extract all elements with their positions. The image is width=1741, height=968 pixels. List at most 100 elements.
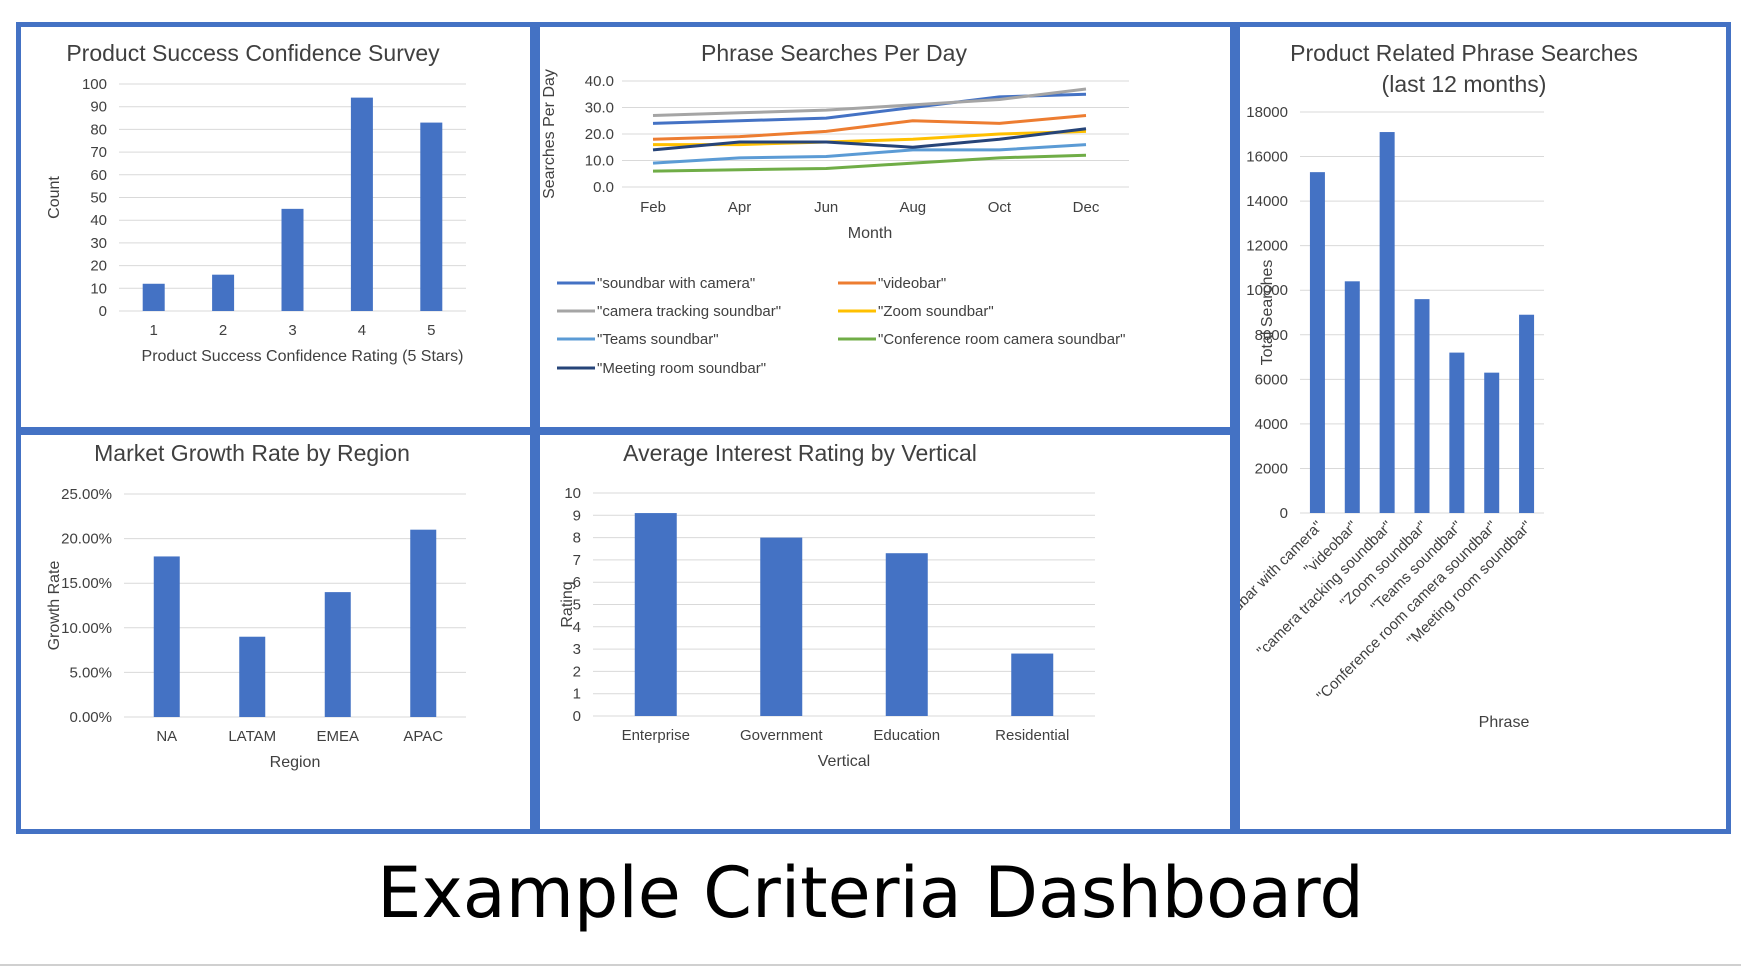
y-tick-label: 4 [573,619,581,636]
bar [350,97,373,312]
y-tick-label: 40.0 [585,73,614,90]
survey-chart: Product Success Confidence Survey 0 10 20 30… [46,40,466,365]
x-tick-label: Residential [995,727,1069,744]
series-line [652,127,1087,152]
chart-title: Product Related Phrase Searches [1290,40,1638,66]
y-axis-label: Rating [559,581,576,627]
y-tick-label: 5.00% [69,664,112,681]
legend-label: "soundbar with camera" [597,275,755,292]
bar [1519,314,1535,513]
bar [1414,299,1430,513]
y-tick-label: 20.0 [585,126,614,143]
y-tick-label: 0 [99,303,107,320]
y-tick-label: 14000 [1246,193,1288,210]
dashboard-title: Example Criteria Dashboard [377,852,1364,934]
legend-label: "Meeting room soundbar" [597,360,766,377]
bar [142,283,165,311]
y-tick-label: 80 [90,121,107,138]
legend-label: "Teams soundbar" [597,331,719,348]
y-tick-label: 8 [573,530,581,547]
bar [410,529,437,717]
survey-chart-panel: Product Success Confidence Survey 0 10 20 30… [16,22,535,432]
x-axis-label: Month [848,225,892,242]
series-line [652,113,1087,141]
bar [1011,653,1054,716]
y-tick-label: 100 [82,76,107,93]
market-growth-chart-panel: Market Growth Rate by Region 0.00% 5.00% 10… [16,430,535,834]
x-tick-label: Feb [640,199,666,216]
y-tick-label: 7 [573,552,581,569]
y-tick-label: 0.00% [69,709,112,726]
x-tick-label: Oct [988,199,1012,216]
chart-title: Market Growth Rate by Region [94,440,410,466]
y-tick-label: 0 [573,708,581,725]
x-tick-label: APAC [403,728,443,745]
legend-label: "Conference room camera soundbar" [878,331,1125,348]
series-line [652,87,1087,117]
y-tick-label: 9 [573,507,581,524]
y-tick-label: 90 [90,99,107,116]
y-tick-label: 30.0 [585,100,614,117]
bar [885,553,928,716]
y-tick-label: 8000 [1255,327,1288,344]
y-tick-label: 10000 [1246,282,1288,299]
y-axis-label: Count [46,176,63,219]
x-tick-label: Government [740,727,823,744]
y-tick-label: 25.00% [61,486,112,503]
x-tick-label: Enterprise [622,727,690,744]
legend-label: "videobar" [878,275,946,292]
bar [1449,352,1465,513]
series-line [652,153,1087,173]
x-tick-label: Jun [814,199,838,216]
y-tick-label: 2000 [1255,460,1288,477]
phrase-totals-chart: Product Related Phrase Searches (last 12 … [1240,40,1638,731]
y-tick-label: 10.0 [585,153,614,170]
bar [1379,132,1395,514]
bar [634,513,677,716]
market-growth-chart: Market Growth Rate by Region 0.00% 5.00% 10… [46,440,466,771]
y-tick-label: 16000 [1246,149,1288,166]
y-tick-label: 6000 [1255,371,1288,388]
legend-label: "camera tracking soundbar" [597,303,781,320]
y-tick-label: 1 [573,686,581,703]
bar [1344,281,1360,513]
y-tick-label: 40 [90,212,107,229]
y-tick-label: 10.00% [61,620,112,637]
bar [281,208,304,311]
y-tick-label: 30 [90,235,107,252]
x-tick-label: NA [156,728,177,745]
bar [153,556,180,717]
y-tick-label: 6 [573,574,581,591]
chart-content-group: Phrase Searches Per Day 0.0 10.0 20.0 30.0 40… [541,40,1129,377]
y-tick-label: 5 [573,597,581,614]
y-tick-label: 0.0 [593,179,614,196]
y-tick-label: 4000 [1255,416,1288,433]
x-tick-label: Education [873,727,940,744]
y-tick-label: 2 [573,663,581,680]
y-tick-label: 18000 [1246,104,1288,121]
chart-subtitle: (last 12 months) [1382,71,1547,97]
y-tick-label: 20 [90,258,107,275]
y-tick-label: 70 [90,144,107,161]
y-axis-label: Growth Rate [46,560,63,650]
x-tick-label: LATAM [228,728,276,745]
interest-rating-chart-panel: Average Interest Rating by Vertical 0 1 2 3 4… [535,430,1235,834]
bar [239,636,266,717]
x-axis-label: Product Success Confidence Rating (5 Sta… [142,348,464,365]
bar [1484,372,1500,513]
bar [1309,172,1325,513]
y-tick-label: 20.00% [61,531,112,548]
x-axis-label: Phrase [1479,714,1530,731]
x-tick-label: 2 [219,322,227,339]
y-axis-label: Total Searches [1259,260,1276,366]
phrase-totals-chart-panel: Product Related Phrase Searches (last 12 … [1235,22,1731,834]
x-tick-label: 3 [288,322,296,339]
phrase-searches-chart: Phrase Searches Per Day 0.0 10.0 20.0 30.0 40… [541,40,1129,377]
x-axis-label: Vertical [818,753,870,770]
chart-title: Phrase Searches Per Day [701,40,967,66]
x-tick-label: Aug [899,199,926,216]
chart-title: Product Success Confidence Survey [66,40,440,66]
x-tick-label: 5 [427,322,435,339]
bar [420,122,443,311]
y-axis-label: Searches Per Day [541,69,558,199]
